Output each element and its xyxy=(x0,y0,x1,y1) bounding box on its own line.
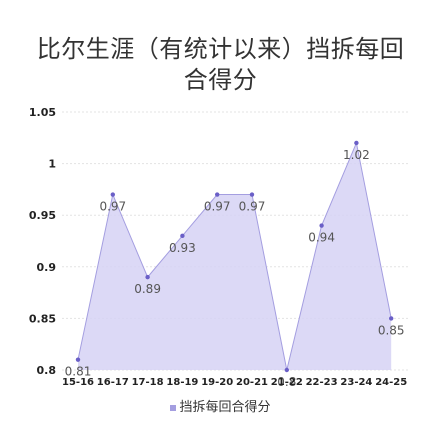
data-label: 0.97 xyxy=(99,200,126,214)
data-label: 0.93 xyxy=(169,241,196,255)
y-tick-label: 0.95 xyxy=(29,209,56,222)
data-point[interactable] xyxy=(75,357,81,362)
series-area-fill xyxy=(78,142,392,370)
y-tick-label: 0.8 xyxy=(37,364,57,377)
data-label: 1.02 xyxy=(343,148,370,162)
x-tick-label: 16-17 xyxy=(97,377,129,388)
x-tick-label: 24-25 xyxy=(375,377,407,388)
legend[interactable]: 挡拆每回合得分 xyxy=(0,396,441,415)
data-label: 0.8 xyxy=(277,375,296,389)
chart-title-line-2: 合得分 xyxy=(183,66,258,94)
data-label: 0.94 xyxy=(308,231,335,245)
x-tick-label: 23-24 xyxy=(340,377,372,388)
data-point[interactable] xyxy=(215,192,220,197)
x-tick-label: 20-21 xyxy=(236,377,268,388)
y-axis-ticks: 0.8 0.85 0.9 0.95 1 1.05 xyxy=(29,106,56,377)
x-tick-label: 22-23 xyxy=(306,377,338,388)
y-tick-label: 1.05 xyxy=(29,106,56,119)
chart-title: 比尔生涯（有统计以来）挡拆每回 合得分 xyxy=(0,34,441,96)
series-line xyxy=(77,141,392,371)
y-tick-label: 1 xyxy=(48,158,56,171)
data-point[interactable] xyxy=(354,140,359,146)
data-point[interactable] xyxy=(389,316,394,321)
data-label: 0.97 xyxy=(239,200,266,214)
data-labels: 0.81 0.97 0.89 0.93 0.97 0.97 0.8 0.94 1.02 0.85 xyxy=(65,148,405,389)
y-tick-label: 0.85 xyxy=(29,312,56,325)
legend-label: 挡拆每回合得分 xyxy=(179,400,271,415)
data-point[interactable] xyxy=(180,233,185,239)
x-tick-label: 18-19 xyxy=(166,377,198,388)
data-point[interactable] xyxy=(145,274,150,280)
data-point[interactable] xyxy=(110,192,116,197)
x-tick-label: 15-16 xyxy=(62,377,94,388)
x-axis-ticks: 15-16 16-17 17-18 18-19 19-20 20-21 21-22 22-23… xyxy=(62,377,407,388)
x-tick-label: 21-22 xyxy=(271,377,303,388)
data-point[interactable] xyxy=(319,223,324,228)
data-label: 0.81 xyxy=(65,365,92,379)
series-markers xyxy=(75,140,394,373)
chart-title-line-1: 比尔生涯（有统计以来）挡拆每回 xyxy=(36,35,405,63)
x-tick-label: 19-20 xyxy=(201,377,233,388)
data-point[interactable] xyxy=(284,367,289,373)
y-tick-label: 0.9 xyxy=(37,261,57,274)
series-area xyxy=(77,141,392,371)
data-label: 0.89 xyxy=(134,282,161,296)
x-tick-label: 17-18 xyxy=(132,377,164,388)
data-point[interactable] xyxy=(249,192,255,197)
legend-swatch xyxy=(170,404,177,411)
data-label: 0.85 xyxy=(378,323,405,337)
data-label: 0.97 xyxy=(204,200,231,214)
